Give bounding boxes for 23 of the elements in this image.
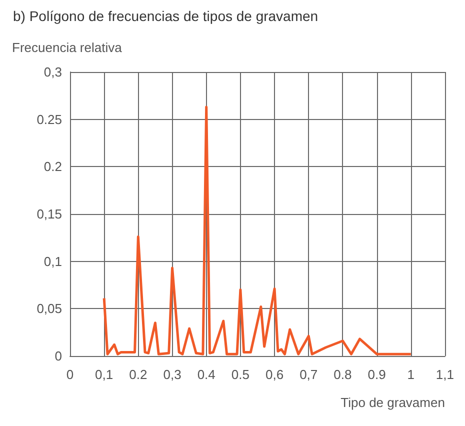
x-tick-label: 0 <box>66 367 74 382</box>
x-tick-label: 0.8 <box>334 367 352 382</box>
y-axis-title: Frecuencia relativa <box>12 40 123 55</box>
line-series <box>102 106 412 356</box>
y-tick-label: 0.2 <box>44 159 62 174</box>
y-tick-label: 0,3 <box>44 64 62 80</box>
y-tick-label: 0,15 <box>36 206 62 222</box>
x-tick-label: 1,1 <box>436 367 454 382</box>
x-axis-title: Tipo de gravamen <box>340 395 445 410</box>
x-tick-label: 0,1 <box>95 367 114 382</box>
x-tick-label: 0.5 <box>231 367 250 382</box>
x-tick-label: 0.2 <box>129 367 148 382</box>
y-tick-label: 0,1 <box>44 254 62 269</box>
x-tick-label: 0,6 <box>265 367 284 382</box>
y-tick-label: 0,05 <box>36 301 62 316</box>
x-tick-label: 0,7 <box>300 367 318 382</box>
chart-title: b) Polígono de frecuencias de tipos de gravamen <box>13 8 318 24</box>
y-tick-label: 0 <box>54 348 62 364</box>
x-tick-label: 0,3 <box>163 367 182 382</box>
x-tick-label: 0.9 <box>368 367 386 382</box>
y-tick-label: 0.25 <box>36 112 62 127</box>
x-tick-label: 0.4 <box>197 367 216 382</box>
x-tick-label: 1 <box>407 367 414 382</box>
